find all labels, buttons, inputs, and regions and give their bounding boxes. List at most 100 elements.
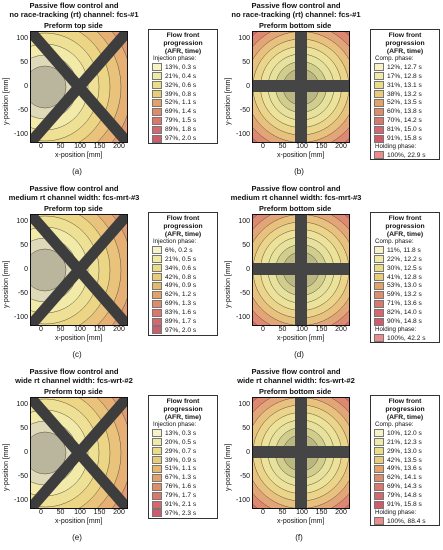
- legend-swatch: [374, 98, 384, 107]
- legend-swatch: [152, 98, 162, 107]
- panel-title-line: Passive flow control and: [29, 1, 119, 10]
- legend-swatch: [374, 151, 384, 160]
- legend-entry-text: 97%, 2.0 s: [165, 135, 197, 143]
- y-tick-label: 0: [246, 449, 250, 456]
- legend-entry: 89%, 1.7 s: [149, 317, 217, 326]
- legend-entry: 13%, 0.3 s: [149, 63, 217, 72]
- panel-e: Passive flow control and wide rt channel …: [0, 366, 221, 549]
- flow-front-contour: [31, 248, 67, 292]
- plot-area: [252, 214, 350, 326]
- legend-entry: 34%, 0.6 s: [149, 264, 217, 273]
- legend-phase-label: Holding phase:: [375, 143, 417, 150]
- flow-front-map: [253, 215, 349, 325]
- x-tick-label: 0: [39, 326, 43, 333]
- y-tick-label: -50: [239, 473, 250, 480]
- y-tick-label: 0: [246, 266, 250, 273]
- legend-title-line: Flow front: [166, 215, 200, 222]
- plot-area: [252, 31, 350, 143]
- legend-swatch: [152, 134, 162, 143]
- legend-title-line: progression: [163, 405, 203, 413]
- legend-entry-text: 91%, 2.1 s: [165, 501, 197, 509]
- legend-entry: 17%, 12.8 s: [371, 72, 439, 81]
- legend-entry-text: 83%, 1.6 s: [165, 309, 197, 317]
- legend-entry: 49%, 13.6 s: [371, 464, 439, 474]
- y-tick-label: 50: [242, 59, 250, 66]
- y-tick-label: 0: [24, 266, 28, 273]
- legend-entry-text: 11%, 11.8 s: [387, 246, 421, 254]
- legend-phase-label: Comp. phase:: [375, 238, 414, 246]
- legend-entry-text: 32%, 0.6 s: [165, 81, 197, 89]
- legend-entry-text: 21%, 0.4 s: [165, 72, 197, 80]
- legend-title-line: Flow front: [388, 32, 422, 39]
- legend-entry-text: 31%, 13.1 s: [387, 81, 422, 89]
- legend-entry: 52%, 1.1 s: [149, 98, 217, 108]
- y-tick-label: -100: [235, 497, 250, 504]
- y-tick-label: -100: [13, 314, 28, 321]
- x-axis-label: x-position [mm]: [277, 152, 325, 159]
- plot-area: [30, 214, 128, 326]
- legend-phase-label: Comp. phase:: [375, 55, 414, 63]
- legend-swatch: [374, 456, 384, 465]
- panel-label: (e): [72, 533, 82, 542]
- y-tick-label: -100: [235, 314, 250, 321]
- x-tick-label: 200: [113, 326, 125, 333]
- legend-entry: 51%, 1.1 s: [149, 464, 217, 474]
- y-axis-label: y-position [mm]: [3, 260, 10, 308]
- panel-f: Passive flow control and wide rt channel …: [222, 366, 443, 549]
- legend-entry: 21%, 12.3 s: [371, 438, 439, 447]
- panel-label: (f): [295, 533, 303, 542]
- y-axis-label: y-position [mm]: [3, 77, 10, 125]
- legend-swatch: [152, 491, 162, 500]
- y-tick-label: 0: [246, 83, 250, 90]
- legend-entry: 89%, 1.8 s: [149, 125, 217, 134]
- y-tick-label: -50: [17, 473, 28, 480]
- legend-swatch: [374, 63, 384, 72]
- legend-swatch: [374, 464, 384, 473]
- legend-entry-text: 69%, 14.3 s: [387, 483, 422, 491]
- legend-title-line: progression: [163, 39, 203, 47]
- legend-entry-text: 79%, 1.5 s: [165, 117, 197, 125]
- legend-entry-text: 49%, 0.9 s: [165, 282, 197, 290]
- y-tick-label: -50: [17, 290, 28, 297]
- vertical-channel: [295, 32, 307, 142]
- y-axis-label: y-position [mm]: [3, 443, 10, 491]
- legend-entry: 79%, 14.8 s: [371, 491, 439, 500]
- legend-entry: 67%, 1.3 s: [149, 473, 217, 482]
- x-tick-label: 150: [93, 509, 106, 516]
- legend-swatch: [152, 116, 162, 125]
- legend-title-line: progression: [163, 222, 203, 230]
- y-tick-label: -50: [17, 107, 28, 114]
- panel-title-line: wide rt channel width: fcs-wrt-#2: [15, 375, 133, 385]
- panel-title: Passive flow control and medium rt channe…: [0, 184, 148, 202]
- legend-entry: 60%, 13.8 s: [371, 107, 439, 116]
- y-tick-label: 0: [24, 449, 28, 456]
- legend-swatch: [152, 107, 162, 116]
- y-tick-label: 0: [24, 83, 28, 90]
- legend-entry-text: 59%, 13.2 s: [387, 291, 422, 299]
- legend-swatch: [152, 456, 162, 465]
- legend-swatch: [374, 317, 384, 326]
- legend-entry-text: 89%, 1.7 s: [165, 318, 197, 326]
- legend-entry-text: 13%, 0.3 s: [165, 429, 197, 437]
- x-tick-label: 100: [296, 509, 308, 516]
- legend-swatch: [374, 334, 384, 343]
- legend-title-line: Flow front: [166, 398, 200, 405]
- legend-title: Flow front progression (AFR, time): [371, 396, 439, 421]
- panel-b: Passive flow control and no race-tracking…: [222, 0, 443, 183]
- legend-swatch: [152, 72, 162, 81]
- x-tick-label: 0: [39, 143, 43, 150]
- legend-title: Flow front progression (AFR, time): [149, 30, 217, 55]
- legend-entry: 82%, 14.0 s: [371, 308, 439, 317]
- legend-swatch: [374, 81, 384, 90]
- legend-title-line: Flow front: [388, 215, 422, 222]
- x-axis-label: x-position [mm]: [55, 152, 103, 159]
- x-tick-label: 200: [335, 509, 347, 516]
- legend-entry: 70%, 14.2 s: [371, 116, 439, 125]
- legend-swatch: [374, 246, 384, 255]
- panel-subtitle: Preform bottom side: [259, 204, 332, 213]
- legend-entry-text: 52%, 13.5 s: [387, 99, 422, 107]
- legend-entry: 29%, 0.7 s: [149, 447, 217, 456]
- x-tick-label: 200: [113, 143, 125, 150]
- panel-title-line: no race-tracking (rt) channel: fcs-#1: [9, 9, 139, 19]
- x-tick-label: 200: [335, 143, 347, 150]
